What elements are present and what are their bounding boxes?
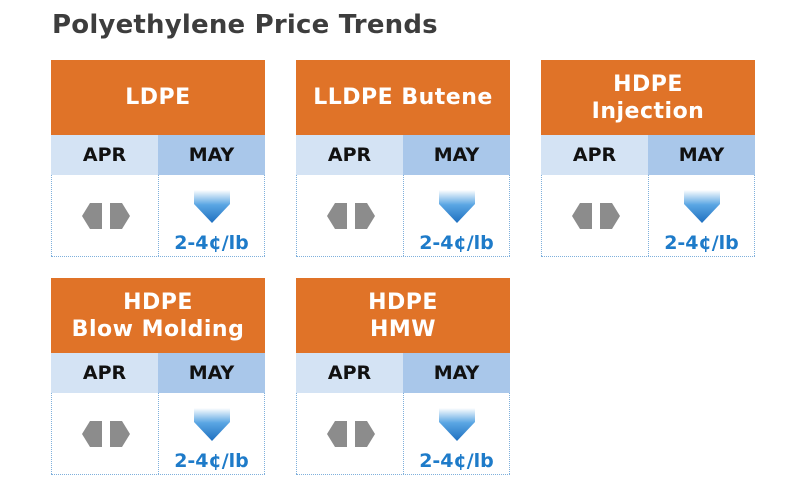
price-card-lldpe-butene: LLDPE Butene APR MAY 2-4¢/lb [296, 60, 510, 257]
card-title-line: LLDPE Butene [313, 85, 493, 110]
apr-trend-cell [51, 175, 158, 256]
may-change-value: 2-4¢/lb [419, 232, 494, 254]
trend-row: 2-4¢/lb [296, 393, 510, 475]
flat-icon [82, 203, 130, 229]
may-change-value: 2-4¢/lb [664, 232, 739, 254]
price-card-hdpe-blow-molding: HDPE Blow Molding APR MAY 2-4¢/lb [51, 278, 265, 475]
down-arrow-icon [194, 408, 230, 441]
price-card-hdpe-hmw: HDPE HMW APR MAY 2-4¢/lb [296, 278, 510, 475]
may-change-value: 2-4¢/lb [174, 450, 249, 472]
card-title-line: HDPE [613, 71, 683, 97]
card-title-line: HDPE [368, 289, 438, 315]
card-header: LDPE [51, 60, 265, 135]
month-row: APR MAY [51, 353, 265, 393]
down-arrow-icon [194, 190, 230, 223]
may-change-value: 2-4¢/lb [419, 450, 494, 472]
down-arrow-icon [439, 408, 475, 441]
apr-trend-cell [296, 393, 403, 474]
month-label-may: MAY [158, 135, 265, 175]
trend-row: 2-4¢/lb [51, 393, 265, 475]
page-title: Polyethylene Price Trends [52, 10, 438, 40]
month-row: APR MAY [51, 135, 265, 175]
flat-icon [572, 203, 620, 229]
apr-trend-cell [541, 175, 648, 256]
trend-row: 2-4¢/lb [541, 175, 755, 257]
price-card-hdpe-injection: HDPE Injection APR MAY 2-4¢/lb [541, 60, 755, 257]
apr-trend-cell [296, 175, 403, 256]
apr-trend-cell [51, 393, 158, 474]
month-label-may: MAY [648, 135, 755, 175]
card-title-line: LDPE [125, 85, 191, 110]
may-change-value: 2-4¢/lb [174, 232, 249, 254]
card-title-line: Blow Molding [71, 316, 245, 342]
may-trend-cell: 2-4¢/lb [403, 175, 510, 256]
month-label-may: MAY [403, 353, 510, 393]
down-arrow-icon [684, 190, 720, 223]
flat-icon [327, 203, 375, 229]
month-row: APR MAY [296, 135, 510, 175]
trend-row: 2-4¢/lb [296, 175, 510, 257]
month-label-may: MAY [403, 135, 510, 175]
month-label-apr: APR [296, 135, 403, 175]
may-trend-cell: 2-4¢/lb [158, 393, 265, 474]
month-row: APR MAY [541, 135, 755, 175]
card-title-line: HDPE [123, 289, 193, 315]
month-row: APR MAY [296, 353, 510, 393]
card-title-line: HMW [369, 316, 437, 342]
down-arrow-icon [439, 190, 475, 223]
card-header: HDPE Injection [541, 60, 755, 135]
card-header: HDPE Blow Molding [51, 278, 265, 353]
trend-row: 2-4¢/lb [51, 175, 265, 257]
month-label-apr: APR [51, 135, 158, 175]
card-header: LLDPE Butene [296, 60, 510, 135]
may-trend-cell: 2-4¢/lb [403, 393, 510, 474]
month-label-may: MAY [158, 353, 265, 393]
card-header: HDPE HMW [296, 278, 510, 353]
month-label-apr: APR [541, 135, 648, 175]
flat-icon [82, 421, 130, 447]
month-label-apr: APR [296, 353, 403, 393]
may-trend-cell: 2-4¢/lb [648, 175, 755, 256]
flat-icon [327, 421, 375, 447]
price-card-ldpe: LDPE APR MAY 2-4¢/lb [51, 60, 265, 257]
may-trend-cell: 2-4¢/lb [158, 175, 265, 256]
card-title-line: Injection [591, 98, 705, 124]
month-label-apr: APR [51, 353, 158, 393]
